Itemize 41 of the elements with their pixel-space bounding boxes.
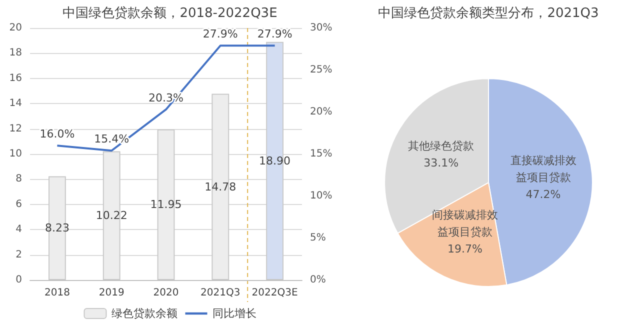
data-label: 33.1% [424,156,459,170]
legend-label: 同比增长 [212,307,256,320]
data-label: 47.2% [526,188,561,202]
slice-label: 直接碳减排效益项目贷款 [510,154,576,184]
data-label: 19.7% [447,242,482,256]
y2-tick-label: 25% [310,64,332,76]
x-tick-label: 2021Q3 [200,288,240,298]
y-tick-label: 8 [16,174,22,185]
y2-tick-label: 15% [310,148,332,160]
data-label: 10.22 [96,209,128,222]
y2-tick-label: 20% [310,106,332,118]
chart-title: 中国绿色贷款余额，2018-2022Q3E [62,6,278,21]
data-label: 14.78 [204,180,236,194]
legend-label: 绿色贷款余额 [111,307,178,320]
data-label: 27.9% [202,28,238,41]
data-label: 16.0% [40,128,75,141]
x-tick-label: 2022Q3E [252,288,298,298]
y-tick-label: 10 [9,148,22,160]
x-tick-label: 2018 [44,288,70,298]
y2-tick-label: 5% [310,232,326,244]
y-tick-label: 6 [16,198,22,210]
y-tick-label: 12 [9,123,22,134]
slice-label: 其他绿色贷款 [408,140,474,153]
x-tick-label: 2019 [98,288,124,298]
y-tick-label: 0 [16,274,22,286]
y-tick-label: 18 [9,48,22,59]
y2-tick-label: 30% [310,22,332,34]
slice-label: 间接碳减排效益项目贷款 [432,208,498,239]
x-tick-label: 2020 [153,288,179,298]
data-label: 8.23 [44,222,70,235]
data-label: 27.9% [257,28,292,41]
data-label: 18.90 [259,154,291,168]
y-tick-label: 4 [16,224,22,236]
y2-tick-label: 0% [310,274,326,286]
data-label: 11.95 [150,198,182,212]
y-tick-label: 16 [9,72,22,84]
chart-title: 中国绿色贷款余额类型分布，2021Q3 [378,6,599,21]
y-tick-label: 2 [16,249,22,260]
y-tick-label: 20 [9,22,22,34]
y-tick-label: 14 [9,98,22,110]
y2-tick-label: 10% [310,190,332,202]
